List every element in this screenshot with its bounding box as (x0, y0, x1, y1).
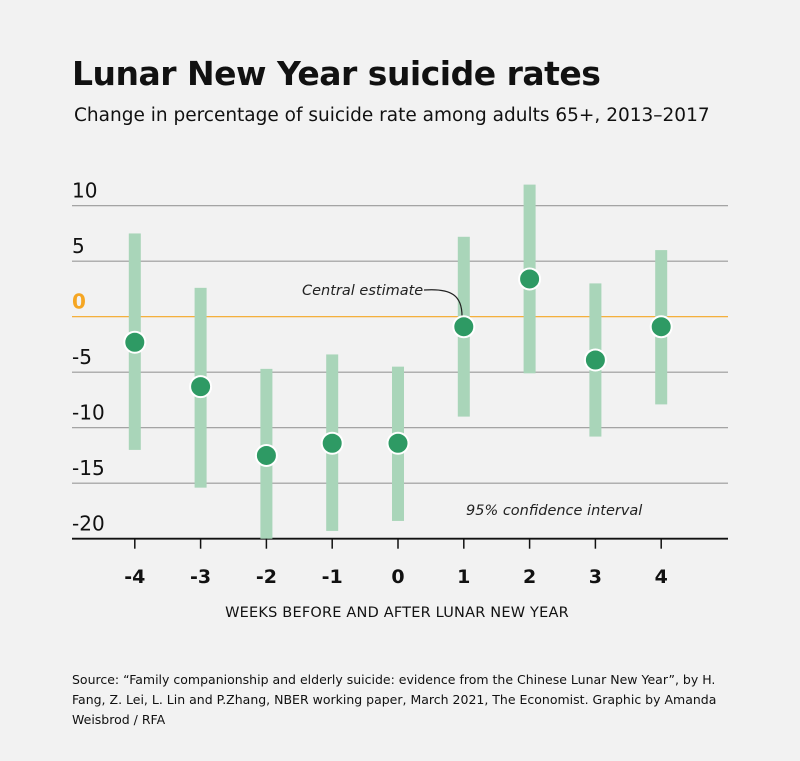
x-tick-label: -3 (190, 566, 211, 588)
x-tick-label: 2 (523, 566, 536, 588)
estimate-point (583, 348, 607, 372)
x-tick-label: 4 (655, 566, 668, 588)
y-tick-label: -15 (72, 456, 105, 480)
estimate-point (649, 315, 673, 339)
source-note: Source: “Family companionship and elderl… (72, 672, 717, 727)
x-tick-label: -2 (256, 566, 277, 588)
estimate-point (518, 267, 542, 291)
estimate-point (320, 431, 344, 455)
annotation-leader (423, 289, 463, 317)
y-tick-label: -20 (72, 512, 105, 536)
x-axis-label: WEEKS BEFORE AND AFTER LUNAR NEW YEAR (225, 605, 569, 621)
estimate-point (123, 330, 147, 354)
x-tick-label: -4 (124, 566, 145, 588)
y-tick-label: 5 (72, 234, 85, 258)
x-tick-label: 1 (457, 566, 470, 588)
x-tick-label: 0 (391, 566, 404, 588)
x-tick-label: 3 (589, 566, 602, 588)
estimate-point (254, 443, 278, 467)
estimate-point (386, 431, 410, 455)
y-tick-label: -5 (72, 345, 92, 369)
y-tick-label: -10 (72, 401, 105, 425)
y-tick-label: 10 (72, 179, 97, 203)
estimate-point (189, 375, 213, 399)
chart-subtitle: Change in percentage of suicide rate amo… (74, 105, 710, 126)
estimate-point (452, 315, 476, 339)
x-tick-label: -1 (322, 566, 343, 588)
y-tick-label: 0 (72, 290, 86, 314)
annotation-central-estimate: Central estimate (302, 283, 423, 299)
annotation-confidence-interval: 95% confidence interval (466, 503, 642, 519)
chart-title: Lunar New Year suicide rates (72, 54, 601, 93)
